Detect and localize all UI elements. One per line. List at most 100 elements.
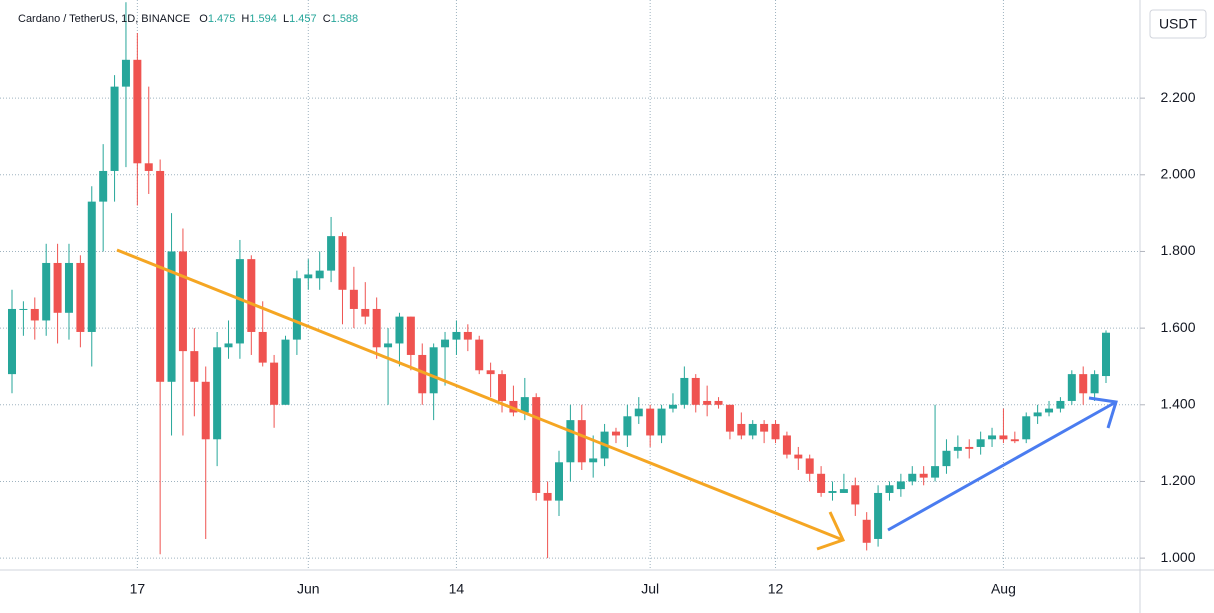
candle-body	[771, 423, 780, 440]
ohlc-value: 1.475	[208, 13, 236, 25]
candle-body	[304, 274, 313, 279]
candle-body	[760, 423, 769, 432]
candle-body	[327, 236, 336, 271]
y-tick-label: 2.200	[1160, 89, 1195, 105]
candle-body	[178, 251, 187, 352]
x-tick-label: 12	[768, 581, 784, 597]
candle-body	[874, 492, 883, 539]
candle-body	[361, 308, 370, 317]
candle-body	[885, 485, 894, 493]
candle-body	[30, 308, 39, 321]
ohlc-label: C	[323, 13, 331, 25]
candle-body	[1033, 412, 1042, 417]
candle-body	[213, 347, 222, 440]
y-tick-label: 1.000	[1160, 549, 1195, 565]
candle-body	[1079, 374, 1088, 394]
y-tick-label: 1.600	[1160, 319, 1195, 335]
arrow-head	[1088, 396, 1118, 429]
candle-body	[862, 519, 871, 543]
header: Cardano / TetherUS, 1D, BINANCE O1.475 H…	[18, 13, 358, 25]
candle-body	[1056, 400, 1065, 409]
trend-arrow-up	[887, 396, 1118, 532]
candle-body	[429, 347, 438, 394]
arrow-line	[116, 248, 844, 542]
candle-body	[691, 377, 700, 405]
currency-label: USDT	[1159, 16, 1198, 32]
candle-body	[201, 381, 210, 440]
candle-body	[1022, 416, 1031, 440]
x-tick-label: Jul	[641, 581, 659, 597]
x-tick-label: 17	[130, 581, 146, 597]
candle-body	[53, 262, 62, 313]
candle-body	[908, 473, 917, 482]
x-tick-label: Aug	[991, 581, 1016, 597]
candle-body	[315, 270, 324, 279]
candle-body	[817, 473, 826, 493]
candle-body	[247, 259, 256, 332]
candle-body	[611, 431, 620, 436]
candles	[8, 2, 1110, 559]
candle-body	[509, 400, 518, 413]
candle-body	[1102, 332, 1110, 377]
candle-body	[258, 331, 267, 363]
candle-body	[452, 331, 461, 340]
candle-body	[87, 201, 96, 332]
candle-body	[99, 170, 108, 202]
arrow-head	[816, 511, 846, 551]
arrow-line	[887, 400, 1117, 532]
candle-body	[463, 331, 472, 340]
candle-body	[1090, 374, 1099, 394]
ohlc-label: L	[283, 13, 289, 25]
candle-body	[270, 362, 279, 405]
candle-body	[235, 259, 244, 344]
candle-body	[532, 397, 541, 493]
candle-body	[292, 278, 301, 340]
candle-body	[110, 86, 119, 171]
candle-body	[657, 408, 666, 436]
candle-body	[965, 446, 974, 449]
currency-box	[1149, 9, 1207, 39]
candle-body	[543, 492, 552, 501]
candle-body	[133, 59, 142, 164]
candle-body	[8, 308, 16, 375]
candle-body	[566, 420, 575, 463]
ohlc-label: H	[241, 13, 249, 25]
candle-body	[372, 308, 381, 348]
candle-body	[190, 351, 199, 382]
candle-body	[338, 236, 347, 290]
candle-body	[395, 316, 404, 344]
candle-body	[384, 343, 393, 348]
ohlc-label: O	[199, 13, 208, 25]
candle-body	[281, 339, 290, 405]
y-tick-label: 1.800	[1160, 242, 1195, 258]
candle-body	[121, 59, 130, 87]
candle-body	[42, 262, 51, 321]
candle-body	[703, 400, 712, 405]
candle-body	[167, 251, 176, 382]
candle-body	[486, 370, 495, 375]
candle-body	[1067, 374, 1076, 401]
candle-body	[976, 439, 985, 447]
candle-body	[555, 462, 563, 501]
candle-body	[441, 339, 450, 348]
candle-body	[498, 374, 507, 401]
candle-body	[1010, 439, 1019, 442]
candle-body	[156, 170, 165, 382]
candle-body	[748, 423, 757, 436]
x-tick-label: Jun	[297, 581, 320, 597]
candle-body	[737, 423, 746, 436]
candle-body	[668, 404, 677, 409]
candle-body	[349, 289, 358, 309]
candle-body	[418, 354, 427, 394]
candle-body	[589, 458, 598, 463]
candle-body	[1045, 408, 1054, 413]
candle-body	[19, 308, 28, 310]
ohlc-value: 1.588	[331, 13, 359, 25]
candle-body	[144, 163, 153, 171]
y-tick-label: 2.000	[1160, 165, 1195, 181]
candle-body	[406, 316, 415, 355]
x-tick-label: 14	[449, 581, 465, 597]
candle-body	[988, 435, 997, 440]
candle-body	[942, 450, 951, 467]
